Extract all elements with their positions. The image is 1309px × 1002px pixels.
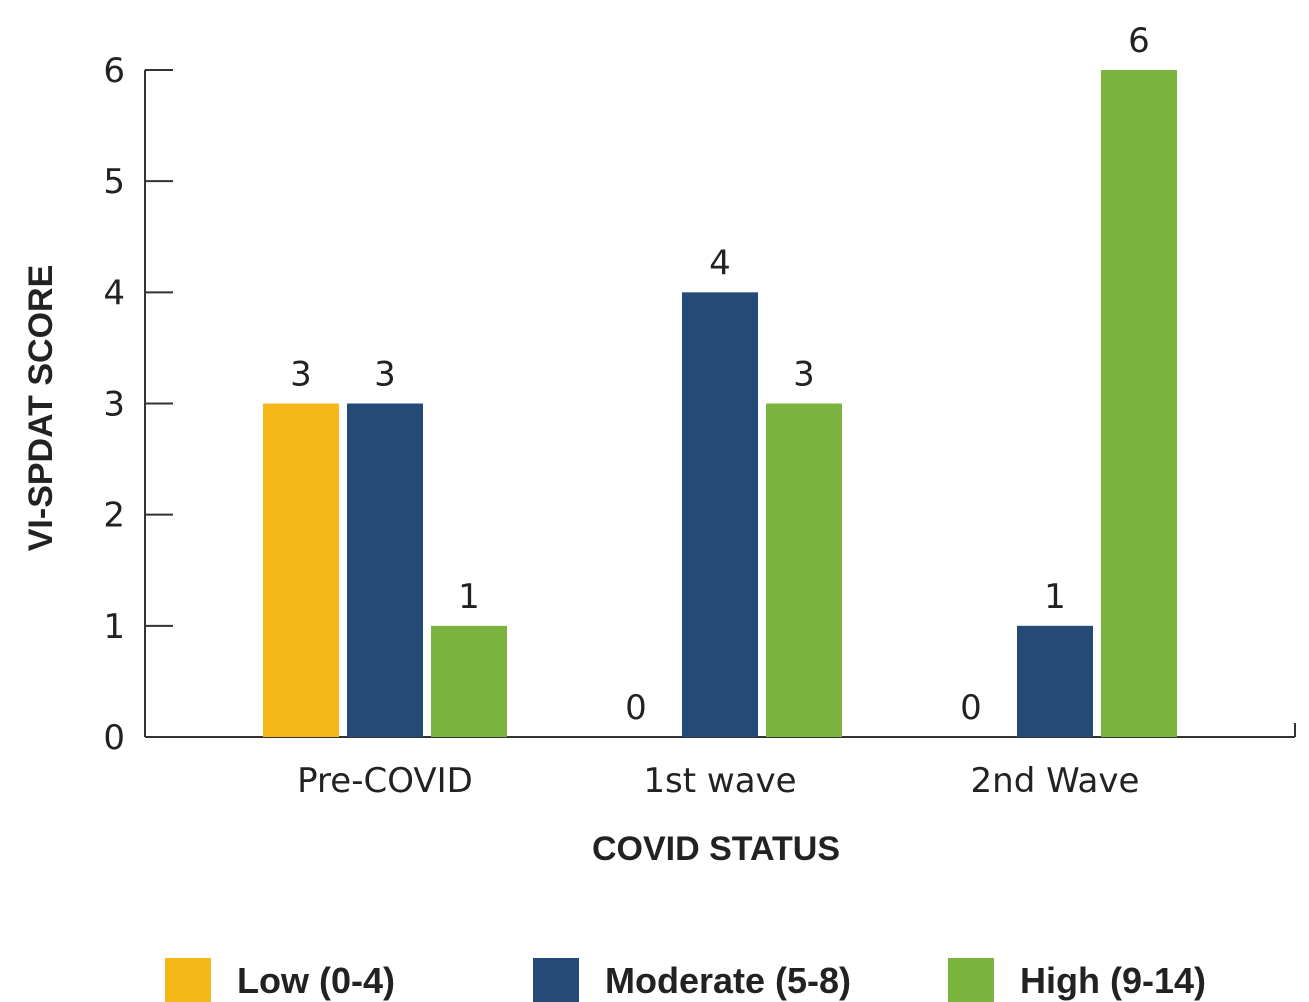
bar (347, 403, 423, 737)
legend-swatch (948, 958, 994, 1002)
y-axis-title: VI-SPDAT SCORE (22, 265, 60, 552)
x-tick-label: 1st wave (643, 761, 796, 801)
x-axis-title: COVID STATUS (592, 830, 840, 868)
data-label: 0 (960, 688, 982, 728)
y-tick-label: 6 (103, 51, 125, 91)
data-label: 4 (709, 243, 731, 283)
bar (263, 403, 339, 737)
legend-swatch (533, 958, 579, 1002)
legend-label: Moderate (5-8) (605, 960, 851, 1001)
data-label: 3 (793, 355, 815, 395)
y-tick-label: 2 (103, 496, 125, 536)
y-tick-label: 1 (103, 607, 125, 647)
bars (263, 70, 1177, 737)
y-tick-label: 3 (103, 385, 125, 425)
data-label: 1 (1044, 577, 1066, 617)
data-labels: 3 3 1 0 4 3 0 1 6 (290, 21, 1150, 728)
y-ticks: 0 1 2 3 4 5 6 (103, 51, 173, 758)
data-label: 3 (290, 355, 312, 395)
legend-label: Low (0-4) (237, 960, 395, 1001)
bar (1101, 70, 1177, 737)
legend-swatch (165, 958, 211, 1002)
data-label: 1 (458, 577, 480, 617)
bar (766, 403, 842, 737)
legend-label: High (9-14) (1020, 960, 1206, 1001)
y-tick-label: 5 (103, 162, 125, 202)
bar (1017, 625, 1093, 737)
data-label: 0 (625, 688, 647, 728)
legend: Low (0-4) Moderate (5-8) High (9-14) (165, 958, 1206, 1002)
category-labels: Pre-COVID 1st wave 2nd Wave (297, 761, 1139, 801)
bar (431, 625, 507, 737)
data-label: 6 (1128, 21, 1150, 61)
y-tick-label: 4 (103, 273, 125, 313)
data-label: 3 (374, 355, 396, 395)
x-tick-label: 2nd Wave (971, 761, 1140, 801)
y-tick-label: 0 (103, 718, 125, 758)
bar (682, 292, 758, 737)
x-tick-label: Pre-COVID (297, 761, 473, 801)
